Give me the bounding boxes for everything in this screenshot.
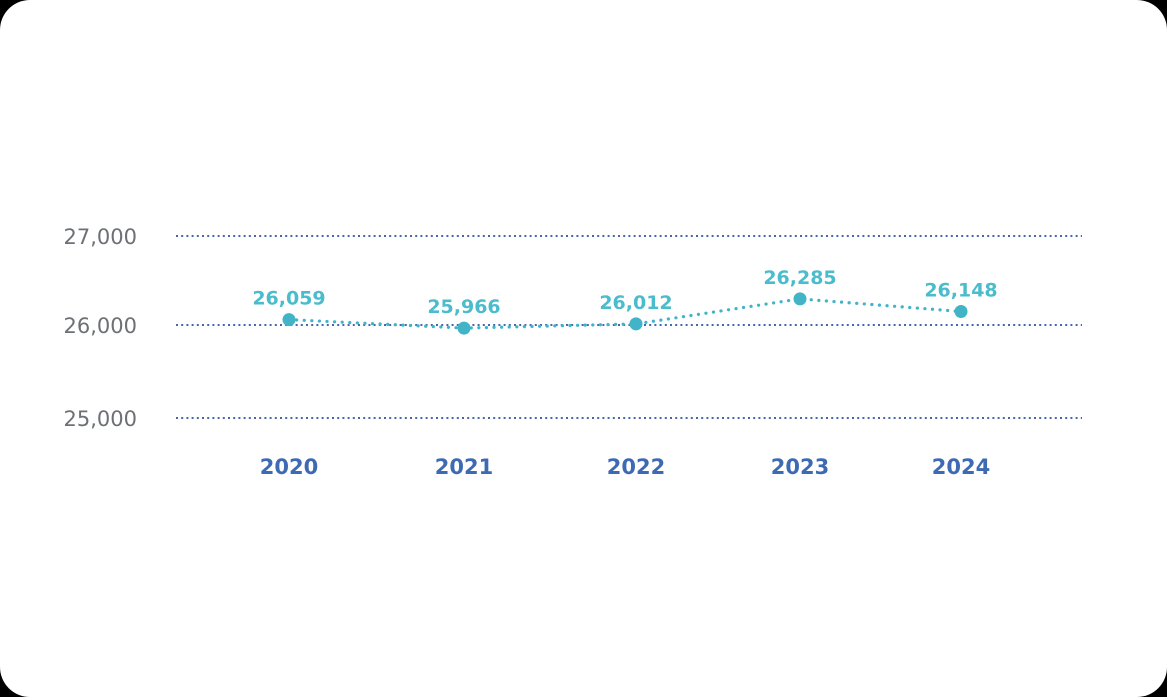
data-point [282, 313, 296, 327]
x-axis-tick-label: 2020 [260, 455, 318, 479]
data-point [793, 292, 807, 306]
x-axis-tick-label: 2023 [771, 455, 829, 479]
y-axis-tick-label: 25,000 [64, 407, 137, 431]
y-axis-tick-label: 27,000 [64, 225, 137, 249]
data-point-label: 26,285 [763, 267, 836, 289]
data-point-label: 25,966 [427, 296, 500, 318]
x-axis-tick-label: 2021 [435, 455, 493, 479]
data-point [629, 317, 643, 331]
data-point-label: 26,148 [924, 280, 997, 302]
data-point [954, 305, 968, 318]
data-point [457, 321, 471, 335]
data-point-label: 26,012 [599, 292, 672, 314]
data-point-label: 26,059 [252, 288, 325, 310]
x-axis-tick-label: 2022 [607, 455, 665, 479]
y-axis-tick-label: 26,000 [64, 314, 137, 338]
x-axis-tick-label: 2024 [932, 455, 990, 479]
